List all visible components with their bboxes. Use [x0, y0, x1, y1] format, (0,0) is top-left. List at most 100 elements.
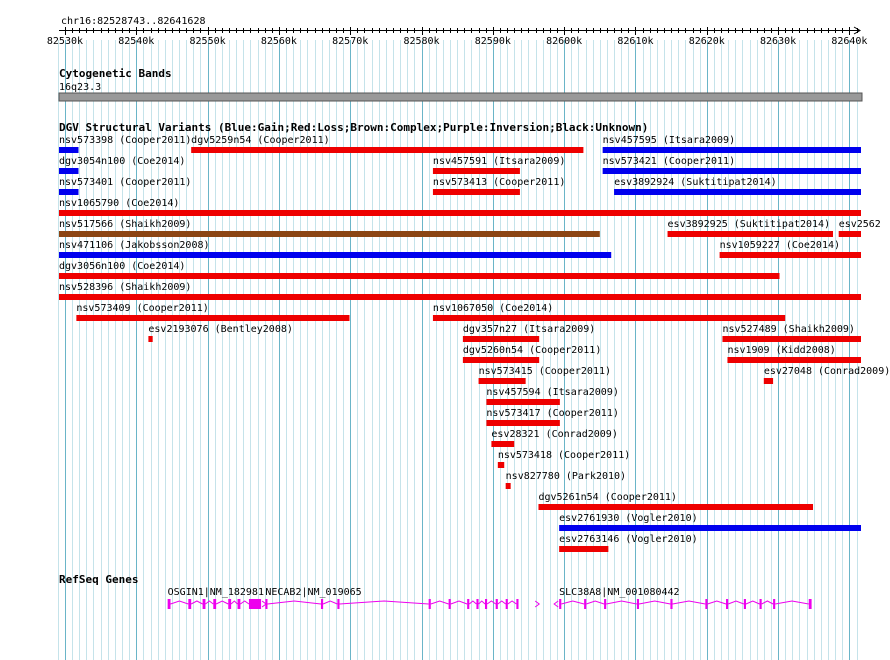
gene-exon [467, 599, 470, 609]
dgv-feature[interactable]: esv28321 (Conrad2009) [491, 429, 618, 447]
dgv-feature[interactable]: nsv457595 (Itsara2009) [602, 135, 861, 153]
dgv-feature[interactable]: nsv573417 (Cooper2011) [486, 408, 619, 426]
gene-intron [745, 600, 760, 605]
dgv-feature-bar[interactable] [491, 441, 515, 447]
dgv-feature-bar[interactable] [478, 378, 526, 384]
dgv-feature-bar[interactable] [763, 378, 774, 384]
dgv-feature[interactable]: nsv1059227 (Coe2014) [719, 240, 861, 258]
dgv-feature[interactable]: esv3892924 (Suktitipat2014) [614, 177, 861, 195]
dgv-feature[interactable]: nsv827780 (Park2010) [505, 471, 626, 489]
dgv-feature-bar[interactable] [486, 420, 560, 426]
dgv-feature[interactable]: nsv528396 (Shaikh2009) [59, 282, 861, 300]
dgv-feature-bar[interactable] [432, 168, 520, 174]
dgv-feature[interactable]: nsv573413 (Cooper2011) [432, 177, 565, 195]
dgv-feature[interactable]: nsv471106 (Jakobsson2008) [59, 240, 612, 258]
dgv-feature-bar[interactable] [462, 336, 540, 342]
dgv-feature-bar[interactable] [59, 147, 79, 153]
dgv-feature[interactable]: esv2562 [838, 219, 881, 237]
dgv-feature[interactable]: nsv517566 (Shaikh2009) [59, 219, 600, 237]
location-label: chr16:82528743..82641628 [61, 16, 206, 27]
gene-intron [450, 600, 468, 605]
dgv-feature[interactable]: esv2193076 (Bentley2008) [148, 324, 293, 342]
dgv-feature[interactable]: nsv573398 (Cooper2011) [59, 135, 191, 153]
dgv-feature-label: esv3892924 (Suktitipat2014) [614, 177, 777, 188]
dgv-feature-bar[interactable] [59, 252, 612, 258]
dgv-feature[interactable]: dgv3054n100 (Coe2014) [59, 156, 185, 174]
dgv-feature-bar[interactable] [505, 483, 511, 489]
dgv-feature-label: nsv573409 (Cooper2011) [76, 303, 208, 314]
dgv-feature-bar[interactable] [727, 357, 861, 363]
dgv-feature-bar[interactable] [59, 210, 861, 216]
dgv-feature-bar[interactable] [191, 147, 584, 153]
dgv-feature[interactable]: nsv573415 (Cooper2011) [478, 366, 611, 384]
dgv-feature[interactable]: nsv457594 (Itsara2009) [486, 387, 619, 405]
dgv-feature[interactable]: nsv1909 (Kidd2008) [727, 345, 861, 363]
dgv-feature-bar[interactable] [602, 168, 861, 174]
dgv-feature-label: nsv1909 (Kidd2008) [727, 345, 835, 356]
gene-intron [638, 600, 671, 605]
gene-exon [484, 599, 488, 609]
dgv-feature-bar[interactable] [432, 315, 786, 321]
dgv-feature[interactable]: dgv3056n100 (Coe2014) [59, 261, 780, 279]
dgv-feature[interactable]: dgv5261n54 (Cooper2011) [538, 492, 814, 510]
ruler-label: 82640k [831, 36, 867, 47]
dgv-feature-label: dgv3056n100 (Coe2014) [59, 261, 185, 272]
dgv-feature-bar[interactable] [59, 168, 79, 174]
gene-exon [705, 599, 708, 609]
dgv-feature-label: esv2763146 (Vogler2010) [559, 534, 697, 545]
gene-exon [773, 599, 776, 609]
dgv-feature-bar[interactable] [614, 189, 861, 195]
dgv-feature[interactable]: nsv1065790 (Coe2014) [59, 198, 861, 216]
gene-exon [237, 599, 241, 609]
ruler-label: 82580k [403, 36, 439, 47]
gene-model[interactable]: NECAB2|NM_019065 [265, 587, 541, 609]
dgv-feature[interactable]: dgv5260n54 (Cooper2011) [462, 345, 601, 363]
dgv-feature[interactable]: nsv573409 (Cooper2011) [76, 303, 350, 321]
dgv-feature-bar[interactable] [486, 399, 560, 405]
dgv-feature-bar[interactable] [76, 315, 350, 321]
dgv-feature-bar[interactable] [719, 252, 861, 258]
dgv-feature-bar[interactable] [559, 525, 861, 531]
refseq-track[interactable]: RefSeq Genes OSGIN1|NM_182981 NECAB2|NM_0… [59, 573, 812, 609]
cytoband-bar[interactable] [58, 92, 863, 102]
dgv-feature[interactable]: nsv1067050 (Coe2014) [432, 303, 786, 321]
dgv-track[interactable]: DGV Structural Variants (Blue:Gain;Red:L… [59, 121, 890, 552]
dgv-feature[interactable]: nsv457591 (Itsara2009) [432, 156, 565, 174]
dgv-feature-bar[interactable] [538, 504, 814, 510]
dgv-feature-label: esv27048 (Conrad2009) [764, 366, 890, 377]
dgv-feature-bar[interactable] [559, 546, 609, 552]
dgv-feature-label: esv2562 [839, 219, 881, 230]
gene-intron [322, 600, 338, 605]
dgv-feature-bar[interactable] [838, 231, 861, 237]
dgv-feature[interactable]: dgv5259n54 (Cooper2011) [191, 135, 584, 153]
dgv-feature-bar[interactable] [432, 189, 520, 195]
dgv-feature-bar[interactable] [59, 189, 79, 195]
dgv-feature[interactable]: nsv527489 (Shaikh2009) [722, 324, 861, 342]
dgv-feature[interactable]: dgv357n27 (Itsara2009) [462, 324, 595, 342]
dgv-feature[interactable]: esv3892925 (Suktitipat2014) [667, 219, 833, 237]
dgv-feature-bar[interactable] [59, 294, 861, 300]
dgv-feature-bar[interactable] [497, 462, 505, 468]
gene-exon [448, 599, 451, 609]
dgv-feature[interactable]: esv2763146 (Vogler2010) [559, 534, 698, 552]
dgv-feature-bar[interactable] [667, 231, 833, 237]
gene-exon [476, 599, 479, 609]
gene-exon [167, 599, 171, 609]
dgv-feature-bar[interactable] [722, 336, 861, 342]
dgv-feature-label: dgv5261n54 (Cooper2011) [538, 492, 676, 503]
coordinate-ruler[interactable]: chr16:82528743..82641628 82530k 82540k 825… [47, 16, 868, 47]
dgv-feature[interactable]: nsv573401 (Cooper2011) [59, 177, 191, 195]
gene-model[interactable]: OSGIN1|NM_182981 [167, 587, 267, 609]
dgv-feature-bar[interactable] [148, 336, 153, 342]
dgv-feature-bar[interactable] [602, 147, 861, 153]
dgv-feature[interactable]: esv2761930 (Vogler2010) [559, 513, 861, 531]
dgv-feature-bar[interactable] [462, 357, 540, 363]
dgv-feature[interactable]: nsv573421 (Cooper2011) [602, 156, 861, 174]
gene-model[interactable]: SLC38A8|NM_001080442 [553, 587, 812, 609]
dgv-feature[interactable]: esv27048 (Conrad2009) [763, 366, 890, 384]
dgv-feature-bar[interactable] [59, 273, 780, 279]
cytoband-track[interactable]: Cytogenetic Bands 16q23.3 [58, 67, 863, 102]
dgv-feature[interactable]: nsv573418 (Cooper2011) [497, 450, 630, 468]
gene-intron [606, 600, 637, 605]
dgv-feature-bar[interactable] [59, 231, 600, 237]
